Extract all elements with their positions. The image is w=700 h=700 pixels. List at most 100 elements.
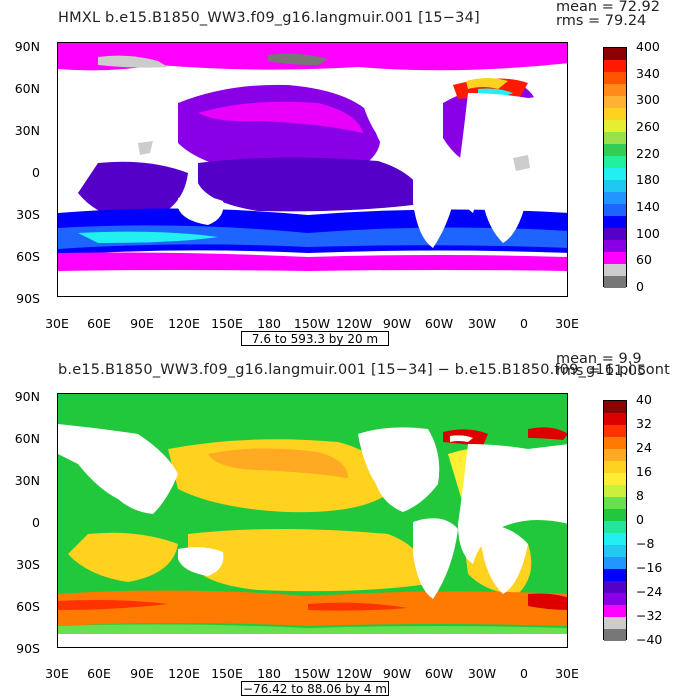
lon-tick: 30E: [45, 316, 69, 331]
contour-range-label: −76.42 to 88.06 by 4 m: [241, 681, 389, 696]
map-plot: [57, 393, 568, 648]
colorbar-swatch: [604, 521, 626, 533]
colorbar-swatch: [604, 557, 626, 569]
colorbar-label: 220: [636, 145, 660, 161]
colorbar-label: 400: [636, 39, 660, 54]
lat-tick: 30N: [14, 473, 40, 488]
lat-tick: 60S: [16, 599, 40, 614]
colorbar-swatch: [604, 168, 626, 180]
colorbar-swatch: [604, 48, 626, 60]
lat-tick: 90N: [14, 39, 40, 54]
colorbar-swatch: [604, 96, 626, 108]
lat-tick: 0: [32, 515, 40, 530]
colorbar-label: 340: [636, 65, 660, 81]
colorbar-swatch: [604, 569, 626, 581]
lon-tick: 150E: [211, 666, 243, 681]
colorbar-label: −40: [636, 632, 663, 647]
colorbar-swatch: [604, 204, 626, 216]
colorbar-swatch: [604, 132, 626, 144]
colorbar-swatch: [604, 605, 626, 617]
colorbar-label: 100: [636, 225, 660, 241]
lon-tick: 0: [520, 666, 528, 681]
colorbar-swatch: [604, 228, 626, 240]
colorbar-swatch: [604, 497, 626, 509]
mean-stat: mean = 9.9: [556, 351, 642, 367]
colorbar-label: −8: [636, 536, 655, 551]
lon-tick: 150E: [211, 316, 243, 331]
colorbar-swatch: [604, 533, 626, 545]
colorbar-label: 180: [636, 172, 660, 188]
colorbar-label: −16: [636, 560, 663, 575]
colorbar-label: 60: [636, 252, 652, 268]
colorbar-swatch: [604, 156, 626, 168]
colorbar-swatch: [604, 240, 626, 252]
colorbar: [603, 400, 627, 641]
colorbar-swatch: [604, 180, 626, 192]
colorbar-swatch: [604, 437, 626, 449]
map-plot: [57, 42, 568, 297]
lat-tick: 60S: [16, 249, 40, 264]
colorbar-swatch: [604, 216, 626, 228]
colorbar-swatch: [604, 252, 626, 264]
colorbar-swatch: [604, 192, 626, 204]
panel-title: HMXL b.e15.B1850_WW3.f09_g16.langmuir.00…: [58, 10, 480, 26]
colorbar-label: 0: [636, 279, 644, 294]
colorbar-swatch: [604, 144, 626, 156]
colorbar-label: 8: [636, 488, 644, 503]
lat-tick: 30S: [16, 557, 40, 572]
lat-tick: 60N: [14, 81, 40, 96]
lon-tick: 180: [257, 666, 281, 681]
lat-tick: 30N: [14, 123, 40, 138]
lat-tick: 0: [32, 165, 40, 180]
colorbar-swatch: [604, 60, 626, 72]
lat-tick: 60N: [14, 431, 40, 446]
lon-tick: 150W: [293, 666, 331, 681]
lon-tick: 30E: [555, 666, 579, 681]
lon-tick: 120E: [168, 316, 200, 331]
lon-tick: 120E: [168, 666, 200, 681]
lon-tick: 30E: [45, 666, 69, 681]
colorbar-label: −24: [636, 584, 663, 599]
colorbar-label: 260: [636, 119, 660, 134]
colorbar-swatch: [604, 413, 626, 425]
lon-tick: 0: [520, 316, 528, 331]
lon-tick: 60W: [424, 316, 454, 331]
colorbar-swatch: [604, 120, 626, 132]
lon-tick: 30W: [467, 316, 497, 331]
colorbar-swatch: [604, 581, 626, 593]
lat-tick: 90S: [16, 641, 40, 656]
colorbar-label: 0: [636, 512, 644, 527]
colorbar-label: −32: [636, 608, 663, 623]
lon-tick: 120W: [335, 666, 373, 681]
lon-tick: 30W: [467, 666, 497, 681]
map-field: [58, 43, 567, 296]
lon-tick: 90W: [382, 666, 412, 681]
lon-tick: 90E: [130, 316, 154, 331]
panel-title: b.e15.B1850_WW3.f09_g16.langmuir.001 [15…: [58, 362, 671, 378]
colorbar-swatch: [604, 84, 626, 96]
lon-tick: 60E: [87, 666, 111, 681]
colorbar-swatch: [604, 425, 626, 437]
colorbar-swatch: [604, 509, 626, 521]
colorbar-swatch: [604, 545, 626, 557]
lon-tick: 90W: [382, 316, 412, 331]
rms-stat: rms = 11.05: [556, 363, 647, 379]
lat-tick: 30S: [16, 207, 40, 222]
contour-range-label: 7.6 to 593.3 by 20 m: [241, 331, 389, 346]
lon-tick: 120W: [335, 316, 373, 331]
colorbar-swatch: [604, 461, 626, 473]
colorbar-label: 24: [636, 440, 652, 455]
colorbar-label: 32: [636, 416, 652, 431]
mean-stat: mean = 72.92: [556, 0, 660, 15]
rms-stat: rms = 79.24: [556, 13, 647, 29]
lon-tick: 180: [257, 316, 281, 331]
map-field: [58, 394, 567, 647]
colorbar-swatch: [604, 264, 626, 276]
lon-tick: 90E: [130, 666, 154, 681]
lat-tick: 90S: [16, 291, 40, 306]
panel-difference: b.e15.B1850_WW3.f09_g16.langmuir.001 [15…: [0, 350, 700, 700]
colorbar-swatch: [604, 617, 626, 629]
colorbar-swatch: [604, 449, 626, 461]
colorbar-swatch: [604, 473, 626, 485]
colorbar-label: 40: [636, 392, 652, 407]
